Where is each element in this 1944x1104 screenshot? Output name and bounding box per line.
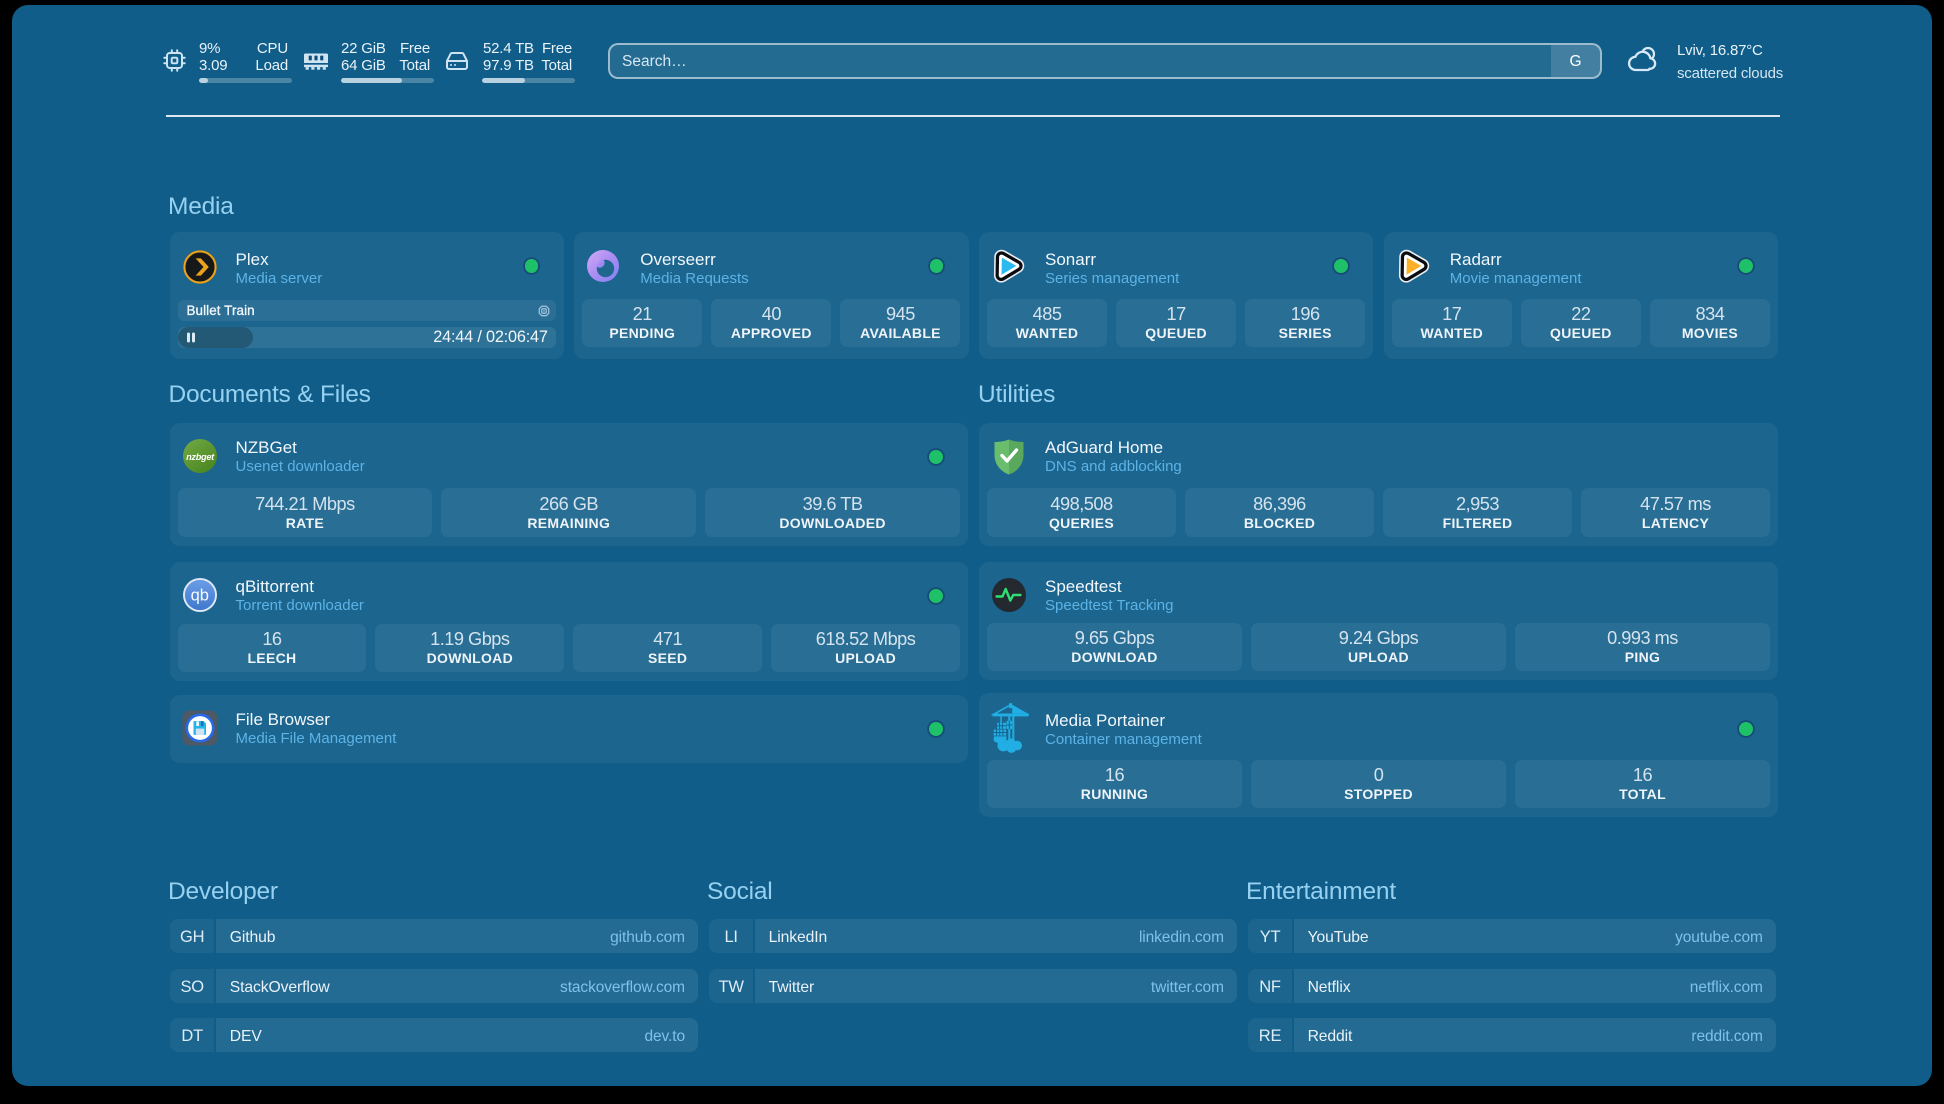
svg-text:nzbget: nzbget [186,451,215,461]
svg-text:qb: qb [190,586,208,604]
